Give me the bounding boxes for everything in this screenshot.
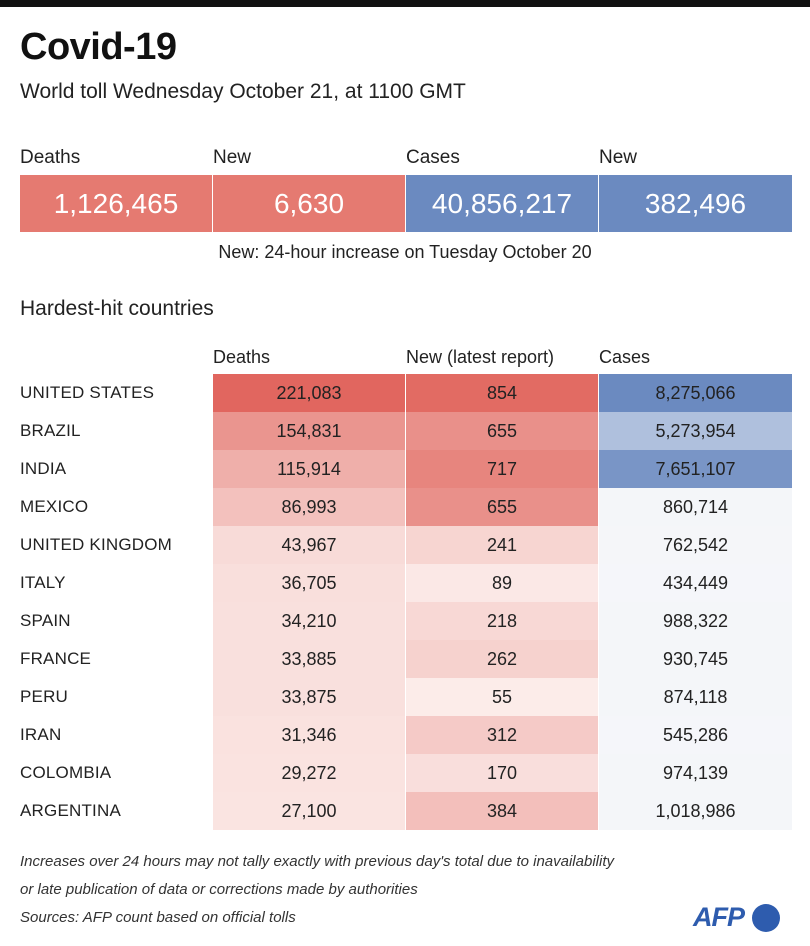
cell-new: 384 — [406, 792, 598, 830]
cell-new: 717 — [406, 450, 598, 488]
cell-new: 55 — [406, 678, 598, 716]
cell-deaths: 154,831 — [213, 412, 405, 450]
row-country: PERU — [20, 687, 69, 706]
cell-cases: 860,714 — [599, 488, 792, 526]
cell-new: 218 — [406, 602, 598, 640]
section-title: Hardest-hit countries — [20, 297, 214, 320]
cell-new: 170 — [406, 754, 598, 792]
footnote-line-2: or late publication of data or correctio… — [20, 881, 418, 898]
cell-cases: 930,745 — [599, 640, 792, 678]
cell-deaths: 29,272 — [213, 754, 405, 792]
row-country: ITALY — [20, 573, 66, 592]
summary-value-new-cases: 382,496 — [599, 175, 792, 232]
cell-new: 241 — [406, 526, 598, 564]
cell-deaths: 34,210 — [213, 602, 405, 640]
table-row: IRAN 31,346 312 545,286 — [20, 716, 792, 754]
source-note: Sources: AFP count based on official tol… — [20, 909, 296, 926]
row-country: IRAN — [20, 725, 62, 744]
cell-new: 655 — [406, 412, 598, 450]
page-subtitle: World toll Wednesday October 21, at 1100… — [20, 80, 466, 103]
summary-label-cases: Cases — [406, 147, 460, 168]
table-row: UNITED KINGDOM 43,967 241 762,542 — [20, 526, 792, 564]
cell-deaths: 86,993 — [213, 488, 405, 526]
cell-deaths: 36,705 — [213, 564, 405, 602]
cell-cases: 7,651,107 — [599, 450, 792, 488]
cell-cases: 434,449 — [599, 564, 792, 602]
summary-labels: Deaths New Cases New — [20, 147, 792, 171]
summary-label-new-deaths: New — [213, 147, 252, 168]
cell-cases: 8,275,066 — [599, 374, 792, 412]
cell-deaths: 33,885 — [213, 640, 405, 678]
row-country: BRAZIL — [20, 421, 81, 440]
table-row: MEXICO 86,993 655 860,714 — [20, 488, 792, 526]
summary-value-deaths: 1,126,465 — [20, 175, 212, 232]
cell-deaths: 43,967 — [213, 526, 405, 564]
cell-cases: 762,542 — [599, 526, 792, 564]
cell-cases: 974,139 — [599, 754, 792, 792]
column-header-new: New (latest report) — [406, 347, 555, 367]
summary-label-deaths: Deaths — [20, 147, 81, 168]
row-country: FRANCE — [20, 649, 92, 668]
row-country: ARGENTINA — [20, 801, 121, 820]
row-country: COLOMBIA — [20, 763, 112, 782]
table-row: ARGENTINA 27,100 384 1,018,986 — [20, 792, 792, 830]
cell-cases: 988,322 — [599, 602, 792, 640]
cell-deaths: 31,346 — [213, 716, 405, 754]
table-row: COLOMBIA 29,272 170 974,139 — [20, 754, 792, 792]
cell-deaths: 115,914 — [213, 450, 405, 488]
column-header-cases: Cases — [599, 347, 651, 367]
cell-cases: 874,118 — [599, 678, 792, 716]
summary-value-cases: 40,856,217 — [406, 175, 598, 232]
top-rule — [0, 0, 810, 7]
footnote-line-1: Increases over 24 hours may not tally ex… — [20, 853, 614, 870]
cell-cases: 5,273,954 — [599, 412, 792, 450]
cell-deaths: 27,100 — [213, 792, 405, 830]
afp-logo-mark — [752, 904, 780, 932]
summary-label-new-cases: New — [599, 147, 638, 168]
afp-logo: AFP — [693, 902, 745, 932]
cell-deaths: 221,083 — [213, 374, 405, 412]
row-country: INDIA — [20, 459, 67, 478]
cell-new: 854 — [406, 374, 598, 412]
row-country: MEXICO — [20, 497, 89, 516]
table-row: FRANCE 33,885 262 930,745 — [20, 640, 792, 678]
table-row: PERU 33,875 55 874,118 — [20, 678, 792, 716]
summary-note: New: 24-hour increase on Tuesday October… — [218, 242, 592, 262]
summary-value-new-deaths: 6,630 — [213, 175, 405, 232]
cell-deaths: 33,875 — [213, 678, 405, 716]
page-title: Covid-19 — [20, 26, 177, 68]
row-country: UNITED STATES — [20, 383, 155, 402]
table-row: SPAIN 34,210 218 988,322 — [20, 602, 792, 640]
cell-new: 312 — [406, 716, 598, 754]
table-row: UNITED STATES 221,083 854 8,275,066 — [20, 374, 792, 412]
cell-cases: 1,018,986 — [599, 792, 792, 830]
cell-cases: 545,286 — [599, 716, 792, 754]
cell-new: 655 — [406, 488, 598, 526]
table-row: ITALY 36,705 89 434,449 — [20, 564, 792, 602]
table-row: INDIA 115,914 717 7,651,107 — [20, 450, 792, 488]
row-country: SPAIN — [20, 611, 71, 630]
column-header-deaths: Deaths — [213, 347, 271, 367]
countries-table: UNITED STATES 221,083 854 8,275,066 BRAZIL 15… — [20, 374, 792, 830]
summary-boxes: 1,126,465 6,630 40,856,217 382,496 — [20, 175, 792, 232]
table-row: BRAZIL 154,831 655 5,273,954 — [20, 412, 792, 450]
row-country: UNITED KINGDOM — [20, 535, 173, 554]
cell-new: 262 — [406, 640, 598, 678]
cell-new: 89 — [406, 564, 598, 602]
